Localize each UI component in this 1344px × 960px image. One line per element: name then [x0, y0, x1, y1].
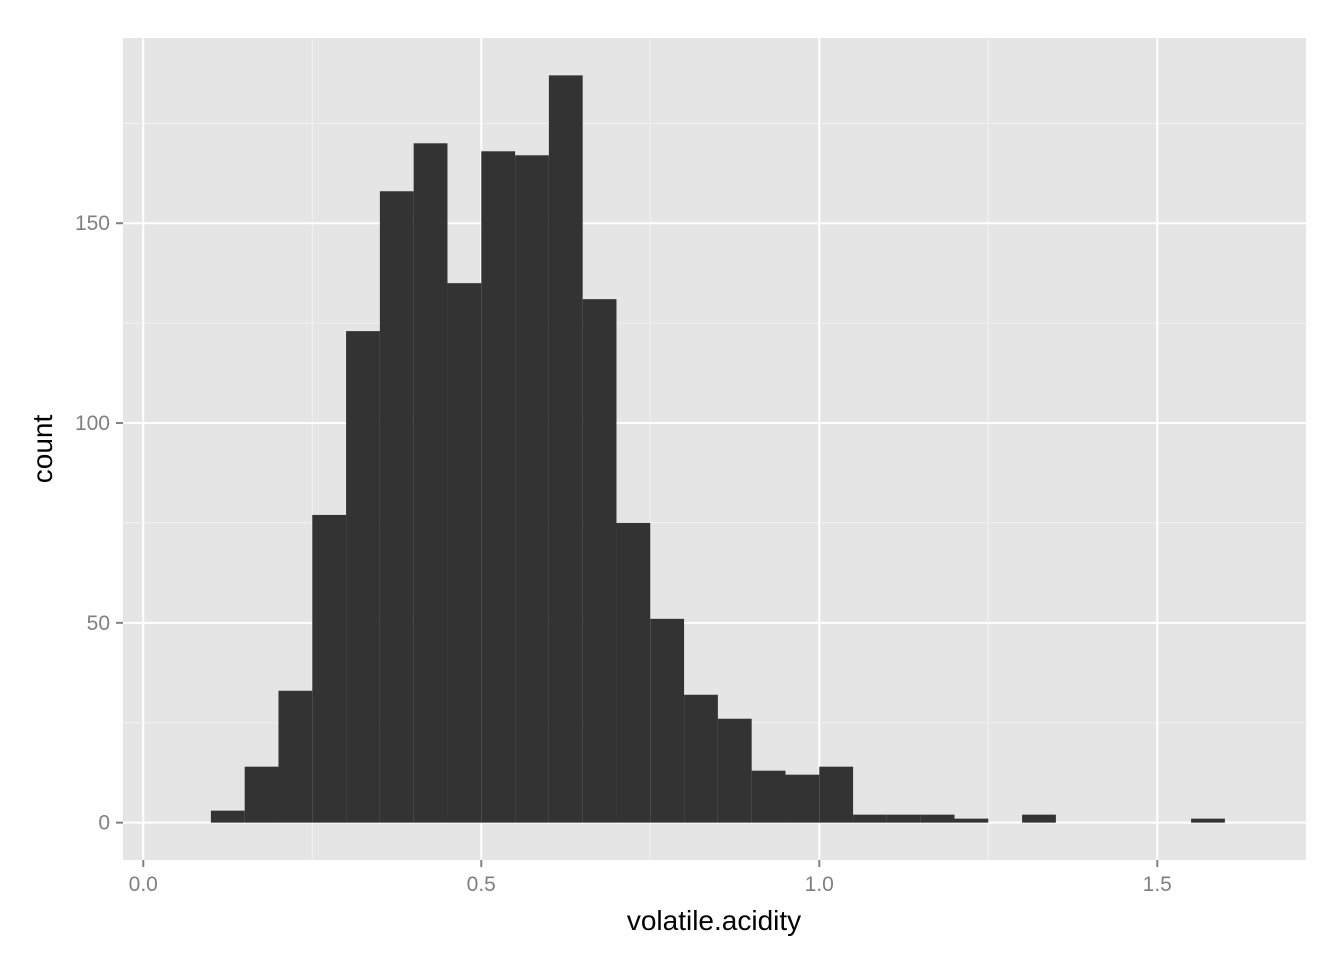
histogram-bar — [278, 690, 313, 823]
histogram-bar — [954, 818, 989, 823]
histogram-bar — [346, 331, 380, 823]
x-tick-label: 0.5 — [467, 873, 496, 896]
histogram-bar — [717, 718, 752, 823]
histogram-bar — [886, 814, 921, 823]
x-axis-title: volatile.acidity — [627, 905, 801, 936]
histogram-bar — [920, 814, 955, 823]
histogram-bar — [210, 810, 245, 823]
histogram-bars — [210, 75, 1225, 823]
y-tick-label: 0 — [98, 812, 110, 835]
y-axis-ticks: 0 50 100 150 — [75, 212, 123, 835]
x-tick-label: 0.0 — [129, 873, 158, 896]
histogram-bar — [684, 694, 718, 823]
histogram-bar — [1191, 818, 1225, 823]
histogram-bar — [751, 770, 786, 823]
histogram-bar — [1022, 814, 1056, 823]
y-axis-title: count — [27, 415, 58, 484]
histogram-bar — [379, 191, 414, 823]
y-tick-label: 50 — [87, 612, 110, 635]
histogram-bar — [244, 766, 279, 823]
histogram-bar — [413, 143, 448, 823]
histogram-bar — [819, 766, 854, 823]
x-tick-label: 1.0 — [805, 873, 834, 896]
x-tick-label: 1.5 — [1143, 873, 1172, 896]
histogram-bar — [481, 151, 516, 823]
histogram-bar — [312, 514, 347, 823]
x-axis-ticks: 0.0 0.5 1.0 1.5 — [129, 860, 1172, 896]
histogram-bar — [853, 814, 887, 823]
histogram-bar — [582, 299, 617, 823]
histogram-bar — [548, 75, 583, 823]
histogram-bar — [515, 155, 549, 823]
histogram-bar — [650, 618, 685, 823]
y-tick-label: 150 — [75, 212, 110, 235]
histogram-bar — [616, 522, 651, 823]
histogram-bar — [785, 774, 820, 823]
y-tick-label: 100 — [75, 412, 110, 435]
histogram-bar — [447, 283, 482, 823]
